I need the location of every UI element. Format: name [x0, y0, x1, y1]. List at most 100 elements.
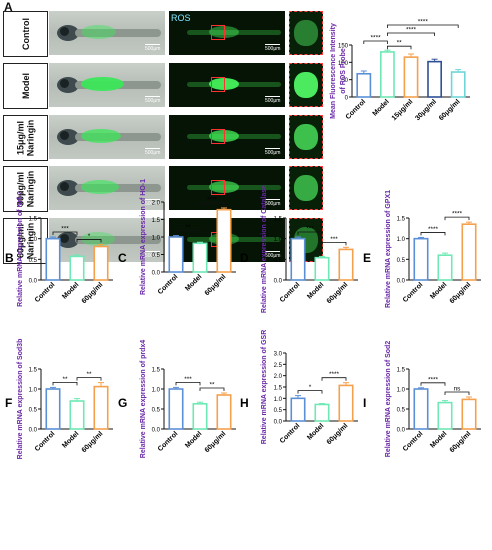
x-tick-label: 30μg/ml — [414, 98, 438, 122]
bar — [290, 237, 306, 281]
significance-bracket — [387, 24, 459, 28]
fluorescence-body — [187, 30, 281, 35]
scale-bar-label: 500μm — [145, 251, 161, 259]
scale-bar-label: 500μm — [145, 199, 161, 207]
chart-H: H 0.0 0.5 1.0 1.5 2.0 2.5 3.0 Relative mRNA expr… — [240, 330, 358, 446]
significance-label: *** — [330, 236, 338, 243]
chart-I: I 0.0 0.5 1.0 1.5 Relative mRNA expression of… — [363, 341, 481, 457]
zoomed-roi-image — [289, 166, 323, 210]
panel-letter: F — [5, 396, 12, 410]
ros-fluorescence-image: 500μm — [169, 115, 285, 159]
chart-E: E 0.0 0.5 1.0 1.5 Relative mRNA expression of… — [363, 190, 481, 308]
chart-B: B 0.0 0.5 1.0 1.5 Relative mRNA expression of… — [5, 191, 113, 307]
x-tick-label: Control — [34, 430, 57, 453]
bar — [437, 254, 453, 281]
row-label-box: 30μg/ml Naringin — [3, 166, 48, 212]
chart-D: D 0.0 0.5 1.0 1.5 Relative mRNA expression of… — [240, 185, 358, 313]
bar — [379, 51, 395, 98]
chart-G: G 0.0 0.5 1.0 1.5 Relative mRNA expression of… — [118, 340, 236, 458]
y-tick-label: 0.0 — [274, 420, 283, 426]
significance-bracket — [420, 382, 446, 386]
brightfield-larva-image: 500μm — [49, 166, 165, 210]
y-tick-label: 0.0 — [29, 279, 38, 285]
larva-gut-glow — [81, 232, 116, 246]
y-tick-label: 0.0 — [274, 279, 283, 285]
significance-bracket — [199, 387, 225, 391]
zoom-glow — [294, 20, 318, 46]
bar — [290, 397, 306, 422]
y-tick-label: 1.5 — [152, 218, 161, 224]
bar — [437, 401, 453, 430]
bar — [216, 208, 232, 273]
y-tick-label: 1.0 — [29, 388, 38, 394]
scale-bar-label: 500μm — [265, 96, 281, 104]
y-tick-label: 1.5 — [274, 386, 283, 392]
y-tick-label: 0.5 — [397, 258, 406, 264]
significance-label: ** — [185, 224, 191, 231]
bar — [168, 388, 184, 430]
y-tick-label: 1.0 — [152, 236, 161, 242]
significance-label: **** — [428, 376, 439, 383]
x-tick-label: Control — [34, 281, 57, 304]
zoomed-roi-image — [289, 11, 323, 55]
larva-eye — [60, 234, 69, 243]
bar — [192, 242, 208, 273]
ros-fluorescence-image: 500μm — [169, 63, 285, 107]
significance-bracket — [52, 231, 78, 236]
y-axis-label: Relative mRNA expression of HO-1 — [140, 179, 147, 295]
y-tick-label: 1.0 — [397, 388, 406, 394]
larva-gut-glow — [81, 25, 117, 39]
significance-bracket — [444, 391, 470, 395]
y-tick-label: 1.5 — [29, 368, 38, 374]
bar — [93, 385, 109, 430]
bar — [314, 256, 330, 281]
larva-body — [75, 29, 161, 37]
panel-letter: I — [363, 396, 366, 410]
significance-label: **** — [428, 226, 439, 233]
x-tick-label: Model — [306, 281, 325, 300]
roi-box — [211, 180, 225, 195]
significance-label: * — [88, 233, 91, 240]
y-tick-label: 0 — [345, 96, 349, 102]
x-tick-label: Model — [61, 281, 80, 300]
x-tick-label: 60μg/ml — [449, 281, 473, 305]
scale-bar-label: 500μm — [265, 148, 281, 156]
y-tick-label: 0.0 — [152, 428, 161, 434]
row-label-box: 15μg/ml Naringin — [3, 115, 48, 161]
x-tick-label: Control — [402, 430, 425, 453]
bar — [45, 237, 61, 281]
significance-bracket — [363, 40, 388, 44]
panel-letter: B — [5, 251, 14, 265]
bar — [45, 388, 61, 430]
bar — [338, 384, 354, 422]
y-tick-label: 0.0 — [397, 279, 406, 285]
y-tick-label: 0.5 — [29, 258, 38, 264]
ros-fluorescence-image: 500μm — [169, 166, 285, 210]
y-tick-label: 50 — [341, 78, 348, 84]
larva-eye — [60, 27, 69, 36]
y-axis-label: Mean Fluorescence Intensity of ROS Probe — [330, 23, 347, 119]
panel-letter: G — [118, 396, 127, 410]
y-tick-label: 1.5 — [152, 368, 161, 374]
roi-box — [211, 25, 225, 40]
x-tick-label: Model — [429, 281, 448, 300]
y-tick-label: 1.0 — [274, 397, 283, 403]
bar — [216, 394, 232, 430]
bar — [356, 72, 372, 98]
y-axis-label: Relative mRNA expression of Sod3b — [17, 339, 24, 460]
significance-label: **** — [418, 19, 429, 26]
significance-label: ** — [209, 382, 215, 389]
bar — [93, 245, 109, 281]
y-tick-label: 3.0 — [274, 352, 283, 358]
y-tick-label: 0.0 — [29, 428, 38, 434]
significance-bracket — [297, 390, 323, 394]
roi-box — [211, 77, 225, 92]
y-tick-label: 1.0 — [274, 237, 283, 243]
significance-label: ns — [454, 386, 462, 393]
significance-label: **** — [452, 211, 463, 218]
bar — [403, 56, 419, 98]
larva-body — [75, 236, 161, 244]
bar — [314, 403, 330, 422]
